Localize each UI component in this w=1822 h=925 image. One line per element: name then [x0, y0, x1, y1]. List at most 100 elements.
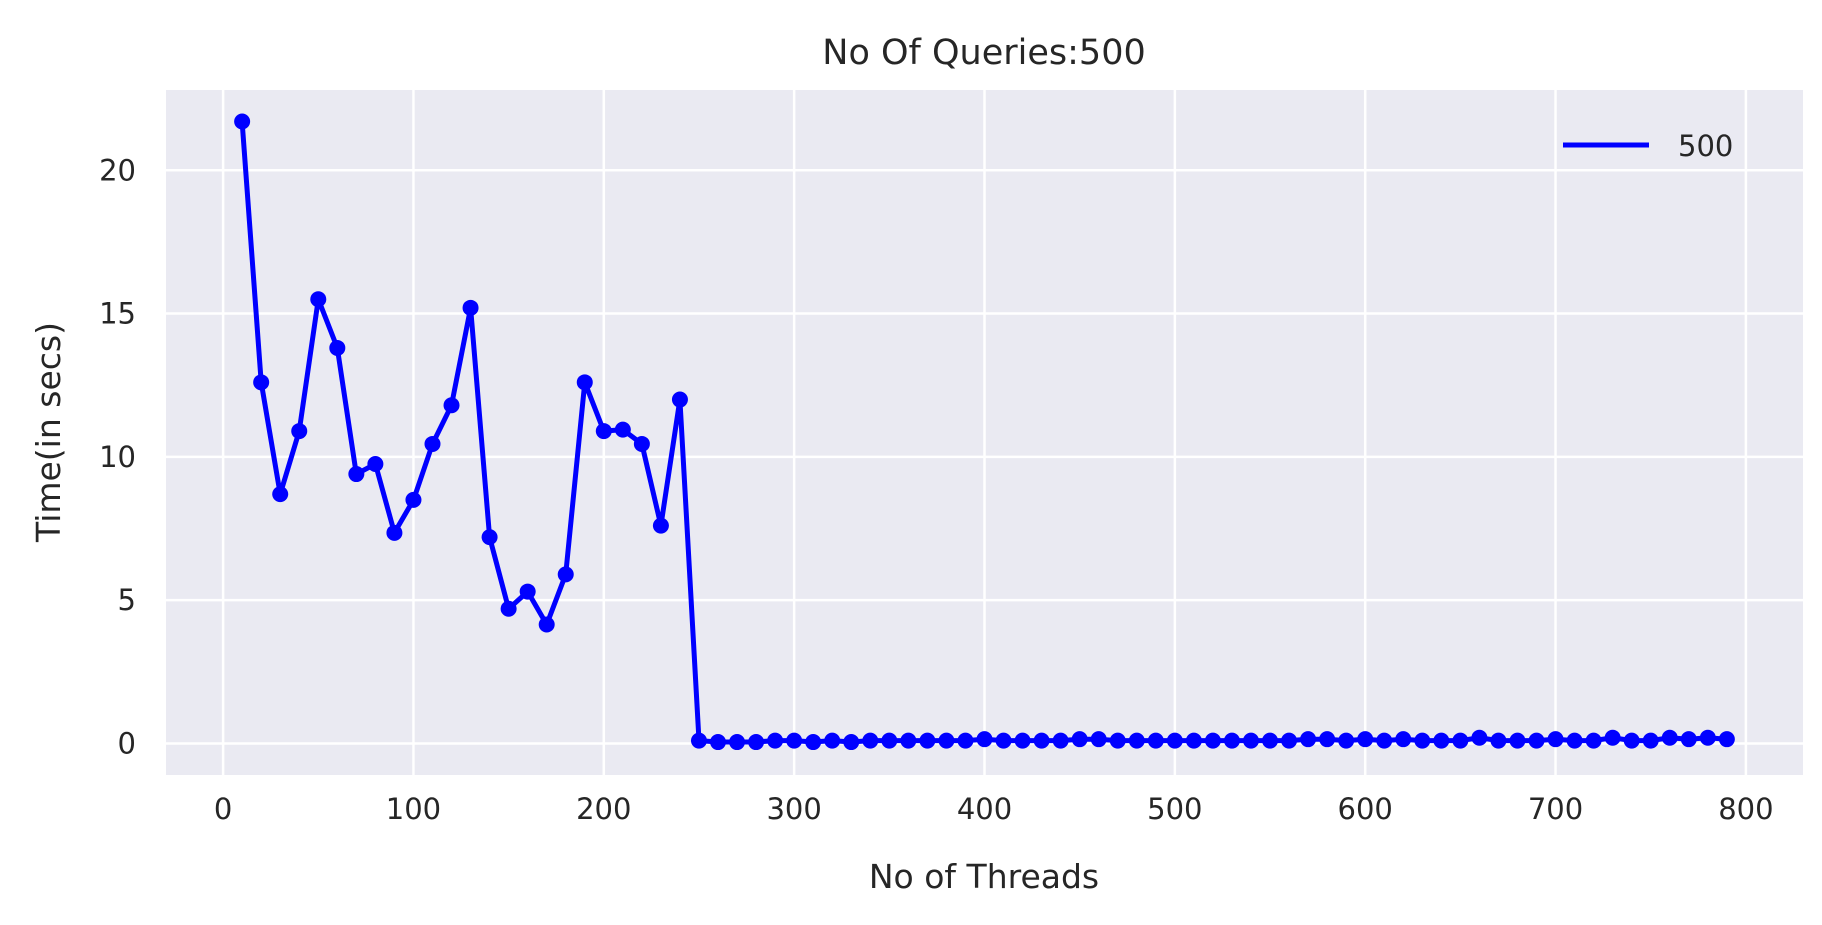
data-point — [881, 732, 898, 749]
data-point — [1471, 729, 1488, 746]
data-point — [767, 732, 784, 749]
data-point — [1204, 732, 1221, 749]
x-tick-label: 100 — [386, 792, 441, 826]
data-point — [1452, 732, 1469, 749]
data-point — [1357, 731, 1374, 748]
data-point — [1014, 732, 1031, 749]
x-tick-label: 800 — [1718, 792, 1773, 826]
data-point — [348, 466, 365, 483]
y-tick-label: 10 — [99, 440, 136, 474]
data-point — [843, 734, 860, 751]
data-point — [1281, 732, 1298, 749]
data-point — [405, 491, 422, 508]
data-point — [729, 734, 746, 751]
y-tick-label: 5 — [118, 583, 136, 617]
x-axis-ticks: 0 100 200 300 400 500 600 700 800 — [214, 792, 1774, 826]
data-point — [1661, 729, 1678, 746]
data-point — [500, 600, 517, 617]
data-point — [1147, 732, 1164, 749]
data-point — [1033, 732, 1050, 749]
y-tick-label: 15 — [99, 297, 136, 331]
data-point — [1566, 732, 1583, 749]
data-point — [310, 291, 327, 308]
data-point — [862, 732, 879, 749]
data-point — [1718, 731, 1735, 748]
y-tick-label: 0 — [118, 726, 136, 760]
data-point — [976, 731, 993, 748]
x-tick-label: 0 — [214, 792, 232, 826]
data-point — [386, 524, 403, 541]
chart-title: No Of Queries:500 — [822, 33, 1145, 73]
data-point — [1338, 732, 1355, 749]
data-point — [367, 456, 384, 473]
data-point — [652, 517, 669, 534]
data-point — [1166, 732, 1183, 749]
data-point — [1604, 729, 1621, 746]
data-point — [919, 732, 936, 749]
data-point — [1699, 729, 1716, 746]
data-point — [1376, 732, 1393, 749]
data-point — [1623, 732, 1640, 749]
data-point — [329, 339, 346, 356]
data-point — [671, 391, 688, 408]
data-point — [1109, 732, 1126, 749]
y-axis-label: Time(in secs) — [29, 322, 68, 543]
data-point — [1680, 731, 1697, 748]
data-point — [253, 374, 270, 391]
data-point — [291, 423, 308, 440]
data-point — [272, 486, 289, 503]
x-axis-label: No of Threads — [869, 857, 1099, 896]
data-point — [1052, 732, 1069, 749]
data-point — [748, 734, 765, 751]
y-tick-label: 20 — [99, 153, 136, 187]
data-point — [690, 732, 707, 749]
x-tick-label: 500 — [1147, 792, 1202, 826]
data-point — [824, 732, 841, 749]
data-point — [900, 732, 917, 749]
data-point — [443, 397, 460, 414]
data-point — [1414, 732, 1431, 749]
data-point — [1185, 732, 1202, 749]
series-layer — [234, 113, 1735, 751]
data-point — [1223, 732, 1240, 749]
data-point — [1528, 732, 1545, 749]
data-point — [633, 435, 650, 452]
data-point — [462, 299, 479, 316]
legend-label-500: 500 — [1678, 129, 1733, 163]
data-point — [995, 732, 1012, 749]
data-point — [1319, 731, 1336, 748]
data-point — [1300, 731, 1317, 748]
data-point — [1395, 731, 1412, 748]
data-point — [1547, 731, 1564, 748]
data-point — [1509, 732, 1526, 749]
data-point — [614, 421, 631, 438]
data-point — [234, 113, 251, 130]
data-point — [957, 732, 974, 749]
data-point — [805, 734, 822, 751]
x-tick-label: 400 — [957, 792, 1012, 826]
x-tick-label: 600 — [1338, 792, 1393, 826]
data-point — [576, 374, 593, 391]
data-point — [1585, 732, 1602, 749]
data-point — [786, 732, 803, 749]
data-point — [1262, 732, 1279, 749]
data-point — [938, 732, 955, 749]
data-point — [1433, 732, 1450, 749]
data-point — [519, 583, 536, 600]
y-axis-ticks: 0 5 10 15 20 — [99, 153, 136, 760]
data-point — [1090, 731, 1107, 748]
data-point — [1490, 732, 1507, 749]
x-tick-label: 200 — [576, 792, 631, 826]
data-point — [1071, 731, 1088, 748]
data-point — [481, 529, 498, 546]
legend: 500 — [1563, 129, 1733, 163]
data-point — [538, 616, 555, 633]
data-point — [595, 423, 612, 440]
x-tick-label: 700 — [1528, 792, 1583, 826]
data-point — [557, 566, 574, 583]
data-point — [1128, 732, 1145, 749]
x-tick-label: 300 — [766, 792, 821, 826]
data-point — [1242, 732, 1259, 749]
data-point — [1642, 732, 1659, 749]
